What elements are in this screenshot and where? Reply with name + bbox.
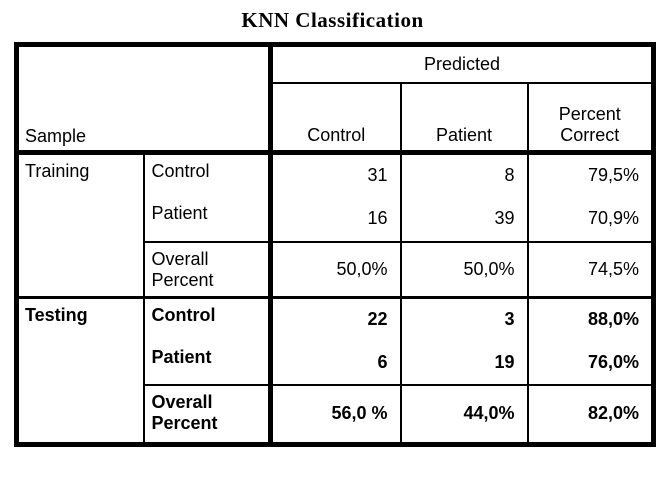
header-row-predicted: Sample Predicted — [16, 44, 654, 155]
col-header-control: Control — [270, 82, 402, 155]
cell-testing-patient-patient: 19 — [400, 340, 529, 385]
predicted-spanner-header: Predicted — [270, 44, 654, 84]
cell-training-patient-patient: 39 — [400, 196, 529, 242]
table-row: Overall Percent 50,0% 50,0% 74,5% — [17, 240, 654, 298]
cell-testing-patient-percent: 76,0% — [587, 351, 639, 372]
row-group-testing: Testing — [16, 296, 145, 445]
row-label: Overall Percent — [143, 383, 273, 445]
corner-header-sample: Sample — [16, 44, 273, 155]
row-label: Control — [143, 296, 273, 341]
cell-training-control-control: 31 — [270, 152, 402, 197]
cell-testing-control-patient: 3 — [400, 296, 529, 341]
row-label: Control — [143, 152, 273, 197]
row-group-training: Training — [16, 152, 145, 299]
table-row: Overall Percent 56,0 % 44,0% 82,0% — [17, 383, 654, 445]
cell-testing-overall-control: 56,0 % — [270, 383, 402, 445]
table-row: Testing Control 22 3 88,0% — [16, 296, 654, 445]
cell-training-overall-percent: 74,5% — [527, 240, 654, 298]
table-row: Training Control 31 8 79,5% — [16, 152, 654, 299]
cell-training-overall-patient: 50,0% — [400, 240, 529, 298]
table-row: Patient 16 39 70,9% — [17, 196, 654, 242]
cell-testing-overall-percent: 82,0% — [527, 383, 654, 445]
cell-testing-patient-control: 6 — [270, 340, 402, 385]
cell-training-control-patient: 8 — [400, 152, 529, 197]
cell-testing-control-percent: 88,0% — [527, 296, 654, 341]
cell-testing-overall-patient: 44,0% — [400, 383, 529, 445]
cell-training-patient-percent: 70,9% — [587, 208, 639, 228]
cell-training-patient-control: 16 — [270, 196, 402, 242]
cell-training-overall-control: 50,0% — [270, 240, 402, 298]
row-label: Patient — [143, 196, 273, 242]
header-row-columns: Control Patient Percent Correct — [17, 82, 654, 155]
col-header-percent-correct: Percent Correct — [527, 82, 654, 155]
cell-testing-control-control: 22 — [270, 296, 402, 341]
col-header-patient: Patient — [400, 82, 529, 155]
row-label: Patient — [143, 340, 273, 385]
table-row: Patient 6 19 76,0% — [17, 340, 654, 385]
row-label: Overall Percent — [143, 240, 273, 298]
cell-training-control-percent: 79,5% — [587, 165, 639, 186]
knn-classification-table: Sample Predicted Control Patient Percent… — [14, 42, 656, 447]
table-title: KNN Classification — [241, 8, 424, 32]
